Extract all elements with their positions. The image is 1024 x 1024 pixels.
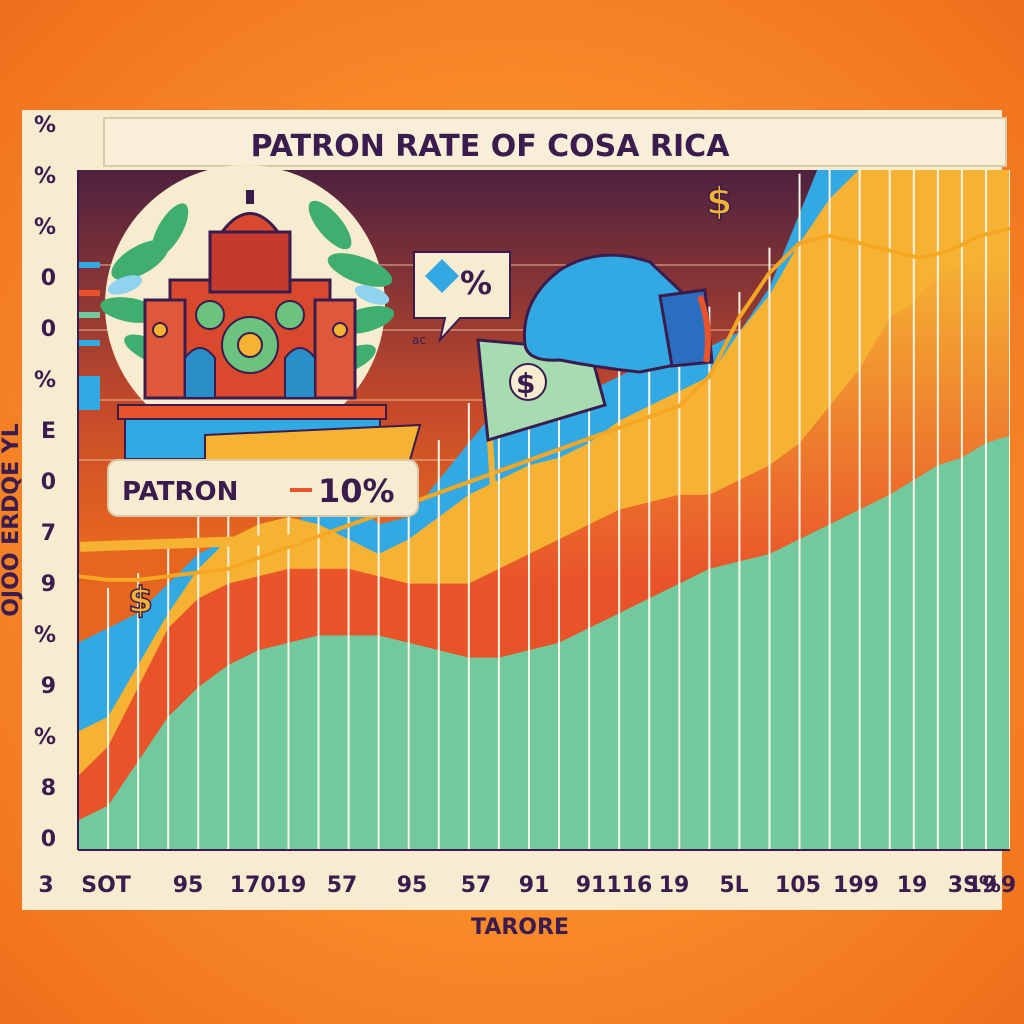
y-tick-label: 0 — [41, 317, 56, 342]
stray-text: ac — [412, 333, 426, 347]
x-tick-label: 105 — [775, 873, 821, 898]
x-tick-label: 57 — [327, 873, 358, 898]
x-tick-label: 19 — [967, 873, 998, 898]
dollar-mark: $ — [706, 179, 732, 223]
annotation-label: PATRON — [122, 477, 238, 507]
y-tick-label: % — [34, 113, 56, 138]
y-tick-labels: %%% 0 0% E 0 7 9% 9% 8 0 — [34, 113, 56, 852]
y-tick-label: 0 — [41, 827, 56, 852]
dollar-mark: $ — [128, 580, 153, 621]
x-tick-label: 57 — [461, 873, 492, 898]
area-layers — [78, 170, 1010, 850]
x-tick-label: 19 — [897, 873, 928, 898]
y-tick-label: 8 — [41, 776, 56, 801]
x-tick-labels: 3 SOT 95 17019 57 95 57 91 91116 19 5L 105 199 19 3S%9… — [38, 873, 1016, 898]
speech-bubble-text: % — [460, 264, 492, 302]
x-tick-label: 17019 — [230, 873, 307, 898]
speech-bubble: % — [413, 251, 511, 344]
y-tick-label: 9 — [41, 572, 56, 597]
annotation-value: 10% — [318, 472, 395, 510]
trend-line — [77, 226, 1011, 582]
patron-annotation: PATRON 10% — [107, 459, 419, 517]
svg-text:$: $ — [516, 367, 535, 400]
x-tick-label: SOT — [81, 873, 131, 898]
x-tick-label: 199 — [833, 873, 879, 898]
y-tick-label: % — [34, 623, 56, 648]
x-axis-label: TARORE — [471, 915, 569, 940]
y-tick-label: 0 — [41, 470, 56, 495]
y-axis-label: OJOO ERDQE YL — [0, 423, 24, 617]
title-box — [103, 117, 1007, 167]
building-illustration — [100, 165, 422, 464]
y-tick-label: % — [34, 164, 56, 189]
x-tick-label: 3 — [38, 873, 53, 898]
y-tick-label: E — [41, 419, 56, 444]
left-color-tabs — [78, 262, 100, 410]
area-series-0 — [78, 435, 1010, 850]
y-tick-label: 0 — [41, 266, 56, 291]
y-tick-label: 7 — [41, 521, 56, 546]
x-tick-label: 5L — [719, 873, 748, 898]
x-tick-label: 19 — [659, 873, 690, 898]
y-tick-label: % — [34, 368, 56, 393]
trend-line-group — [77, 226, 1011, 582]
x-tick-label: 95 — [397, 873, 428, 898]
y-tick-label: % — [34, 725, 56, 750]
x-tick-label: 95 — [173, 873, 204, 898]
y-tick-label: % — [34, 215, 56, 240]
x-tick-label: 91 — [519, 873, 550, 898]
y-tick-label: 9 — [41, 674, 56, 699]
hand-with-banknote: $ — [476, 253, 714, 489]
chart-title: PATRON RATE OF COSA RICA — [251, 129, 731, 164]
annotation-bar — [79, 534, 301, 552]
x-tick-label: 3S%9 — [948, 873, 1017, 898]
x-tick-label: 91116 — [576, 873, 653, 898]
